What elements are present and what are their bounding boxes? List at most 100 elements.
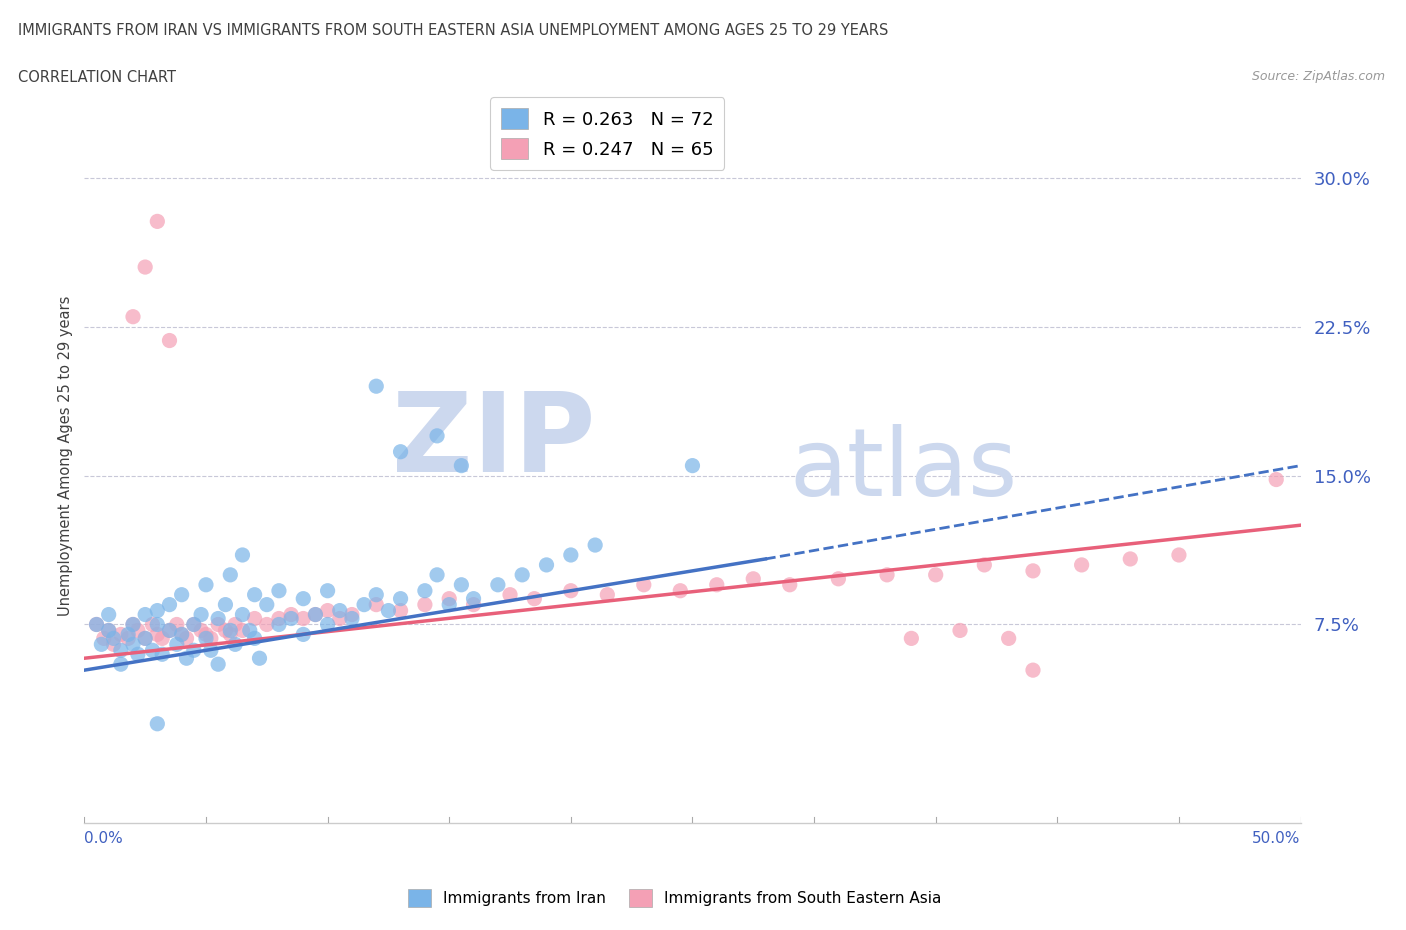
Point: [110, 643, 132, 658]
Point: [97, 623, 120, 638]
Point: [166, 617, 188, 631]
Point: [146, 627, 169, 642]
Point: [450, 578, 472, 592]
Point: [86, 617, 108, 631]
Point: [779, 578, 801, 592]
Point: [243, 587, 266, 602]
Point: [389, 604, 412, 618]
Point: [292, 611, 315, 626]
Point: [224, 637, 246, 652]
Point: [827, 571, 849, 586]
Point: [426, 567, 449, 582]
Point: [1070, 557, 1092, 572]
Point: [304, 607, 326, 622]
Point: [1022, 663, 1045, 678]
Point: [439, 597, 461, 612]
Point: [214, 597, 236, 612]
Point: [267, 583, 290, 598]
Point: [97, 623, 120, 638]
Point: [195, 627, 218, 642]
Point: [316, 583, 339, 598]
Point: [183, 617, 205, 631]
Point: [426, 429, 449, 444]
Point: [280, 607, 302, 622]
Point: [499, 587, 522, 602]
Point: [183, 643, 205, 658]
Point: [231, 548, 253, 563]
Point: [510, 567, 533, 582]
Point: [146, 604, 169, 618]
Point: [122, 617, 145, 631]
Point: [243, 631, 266, 645]
Point: [1022, 564, 1045, 578]
Point: [170, 587, 193, 602]
Point: [214, 623, 236, 638]
Point: [159, 597, 181, 612]
Point: [329, 611, 352, 626]
Point: [207, 611, 229, 626]
Point: [596, 587, 619, 602]
Point: [103, 631, 125, 645]
Point: [170, 627, 193, 642]
Point: [170, 627, 193, 642]
Point: [389, 445, 412, 459]
Point: [141, 617, 163, 631]
Point: [134, 607, 156, 622]
Point: [117, 631, 139, 645]
Point: [340, 611, 363, 626]
Point: [366, 597, 388, 612]
Point: [231, 607, 253, 622]
Point: [377, 604, 399, 618]
Point: [366, 587, 388, 602]
Point: [316, 604, 339, 618]
Point: [93, 631, 115, 645]
Point: [200, 643, 222, 658]
Point: [243, 611, 266, 626]
Point: [146, 617, 169, 631]
Point: [150, 631, 173, 645]
Point: [316, 617, 339, 631]
Point: [219, 627, 242, 642]
Point: [122, 617, 145, 631]
Point: [267, 617, 290, 631]
Point: [219, 623, 242, 638]
Point: [90, 637, 112, 652]
Point: [110, 627, 132, 642]
Point: [224, 617, 246, 631]
Point: [560, 583, 582, 598]
Point: [183, 617, 205, 631]
Point: [267, 611, 290, 626]
Point: [256, 617, 278, 631]
Point: [973, 557, 995, 572]
Point: [97, 607, 120, 622]
Point: [134, 259, 156, 274]
Point: [949, 623, 972, 638]
Point: [231, 623, 253, 638]
Point: [583, 538, 606, 552]
Point: [219, 567, 242, 582]
Point: [146, 214, 169, 229]
Point: [146, 716, 169, 731]
Point: [176, 651, 198, 666]
Point: [134, 631, 156, 645]
Point: [207, 657, 229, 671]
Text: Source: ZipAtlas.com: Source: ZipAtlas.com: [1251, 70, 1385, 83]
Point: [117, 627, 139, 642]
Point: [523, 591, 546, 606]
Point: [195, 631, 218, 645]
Point: [122, 310, 145, 325]
Point: [997, 631, 1019, 645]
Point: [103, 637, 125, 652]
Text: IMMIGRANTS FROM IRAN VS IMMIGRANTS FROM SOUTH EASTERN ASIA UNEMPLOYMENT AMONG AG: IMMIGRANTS FROM IRAN VS IMMIGRANTS FROM …: [18, 23, 889, 38]
Point: [900, 631, 922, 645]
Text: atlas: atlas: [790, 424, 1018, 516]
Point: [669, 583, 692, 598]
Point: [560, 548, 582, 563]
Point: [413, 597, 436, 612]
Point: [682, 458, 704, 473]
Point: [463, 597, 485, 612]
Point: [127, 623, 149, 638]
Point: [486, 578, 509, 592]
Point: [190, 623, 212, 638]
Point: [1265, 472, 1288, 487]
